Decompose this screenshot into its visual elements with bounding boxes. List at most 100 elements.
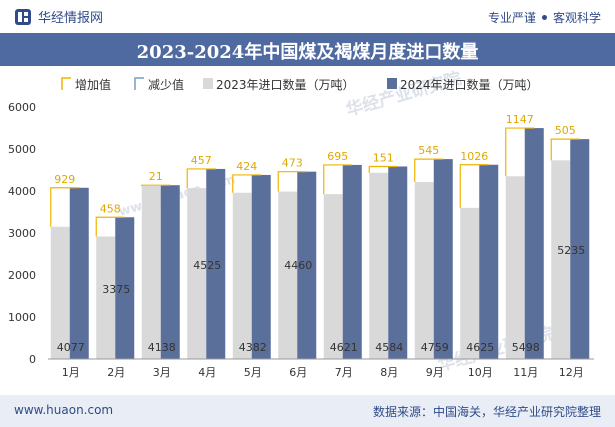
y-tick-label-5: 5000	[8, 143, 36, 156]
x-tick-label-5: 5月	[244, 366, 262, 379]
watermark-text: 华经产业研究院	[344, 68, 464, 121]
bar-2023-8	[369, 172, 389, 359]
increase-label-4: 457	[191, 154, 212, 167]
increase-bracket-4	[186, 168, 216, 189]
bar-2024-11	[524, 128, 544, 359]
value-label-2024-6: 4460	[284, 259, 312, 272]
value-label-2024-12: 5235	[557, 244, 585, 257]
increase-bracket-12	[550, 138, 580, 161]
value-label-2024-1: 4077	[57, 341, 85, 354]
bar-2023-7	[323, 194, 343, 359]
increase-label-5: 424	[236, 160, 257, 173]
bar-2024-4	[206, 168, 226, 359]
y-tick-label-4: 4000	[8, 185, 36, 198]
increase-label-7: 695	[327, 150, 348, 163]
separator-dot-icon	[541, 15, 547, 20]
increase-bracket-8	[368, 165, 398, 173]
bar-2023-12	[551, 160, 571, 359]
footer-url[interactable]: www.huaon.com	[14, 403, 114, 417]
y-tick-label-0: 0	[29, 353, 36, 366]
increase-label-6: 473	[282, 157, 303, 170]
header-tags: 专业严谨 客观科学	[488, 9, 601, 26]
increase-label-12: 505	[555, 124, 576, 137]
huajing-logo-icon	[15, 8, 31, 25]
x-tick-label-9: 9月	[426, 366, 444, 379]
value-label-2024-5: 4382	[239, 341, 267, 354]
bar-2024-5	[251, 174, 271, 359]
increase-label-3: 21	[149, 170, 163, 183]
bar-2024-6	[297, 171, 317, 359]
legend-label-1: 减少值	[148, 77, 184, 92]
legend-swatch-3	[387, 78, 397, 89]
bar-group-12: 505 5235	[550, 124, 590, 359]
bar-group-6: 473 4460	[277, 157, 317, 359]
legend-swatch-0	[61, 77, 71, 90]
increase-bracket-6	[277, 171, 307, 192]
tag-objective: 客观科学	[552, 11, 601, 25]
legend-label-0: 增加值	[75, 77, 111, 92]
bar-2023-11	[505, 176, 525, 359]
top-bar: 华经情报网 专业严谨 客观科学	[0, 0, 615, 33]
brand[interactable]: 华经情报网	[14, 7, 103, 26]
bar-group-1: 929 4077	[50, 173, 89, 359]
increase-label-8: 151	[373, 151, 394, 164]
x-tick-label-10: 10月	[468, 366, 493, 379]
increase-label-10: 1026	[460, 150, 488, 163]
increase-bracket-2	[95, 216, 125, 237]
legend: 增加值 减少值 2023年进口数量（万吨） 2024年进口数量（万吨）	[61, 77, 539, 92]
legend-item-0: 增加值	[61, 77, 111, 92]
bar-2024-3	[160, 185, 180, 359]
bar-2024-10	[479, 164, 499, 359]
increase-bracket-10	[459, 164, 489, 208]
legend-label-2: 2023年进口数量（万吨）	[216, 77, 355, 92]
x-tick-label-4: 4月	[198, 366, 216, 379]
value-label-2024-4: 4525	[193, 259, 221, 272]
value-label-2024-10: 4625	[466, 341, 494, 354]
title-bar: 2023-2024年中国煤及褐煤月度进口数量	[0, 33, 615, 66]
bar-group-5: 424 4382	[232, 160, 271, 359]
x-tick-label-1: 1月	[62, 366, 80, 379]
increase-label-2: 458	[100, 202, 121, 215]
tag-professional: 专业严谨	[487, 11, 536, 25]
bar-2024-7	[342, 164, 362, 359]
legend-item-2: 2023年进口数量（万吨）	[203, 77, 355, 92]
bar-2023-2	[96, 236, 116, 359]
footer-source: 数据来源：中国海关，华经产业研究院整理	[372, 405, 601, 419]
bar-2024-8	[388, 166, 408, 359]
chart-title: 2023-2024年中国煤及褐煤月度进口数量	[136, 42, 479, 63]
y-tick-label-1: 1000	[8, 311, 36, 324]
bar-group-8: 151 4584	[368, 151, 408, 359]
bar-group-11: 1147 5498	[505, 113, 544, 359]
increase-bracket-1	[50, 187, 80, 227]
bars: 929 4077 458 3375 21 4138 457 4525 424 4382 473 446…	[50, 113, 590, 359]
bar-2023-10	[460, 207, 480, 359]
bar-2023-4	[187, 188, 207, 359]
bar-group-2: 458 3375	[95, 202, 135, 359]
value-label-2024-7: 4621	[330, 341, 358, 354]
x-tick-label-7: 7月	[335, 366, 353, 379]
bar-2023-5	[232, 192, 252, 359]
increase-label-11: 1147	[506, 113, 534, 126]
increase-bracket-7	[323, 164, 353, 195]
bar-2024-9	[433, 159, 453, 359]
value-label-2024-8: 4584	[375, 341, 403, 354]
legend-item-1: 减少值	[134, 77, 184, 92]
y-axis: 0 1000 2000 3000 4000 5000 6000	[8, 101, 36, 366]
increase-label-1: 929	[54, 173, 75, 186]
increase-label-9: 545	[418, 144, 439, 157]
value-label-2024-2: 3375	[102, 283, 130, 296]
bar-group-4: 457 4525	[186, 154, 226, 359]
increase-bracket-9	[414, 158, 444, 183]
x-tick-label-11: 11月	[513, 366, 538, 379]
bar-2024-1	[69, 187, 89, 359]
bar-2023-1	[50, 226, 70, 359]
x-tick-label-3: 3月	[153, 366, 171, 379]
x-axis: 1月 2月 3月 4月 5月 6月 7月 8月 9月 10月 11月 12月	[48, 358, 594, 379]
y-tick-label-3: 3000	[8, 227, 36, 240]
legend-item-3: 2024年进口数量（万吨）	[387, 77, 539, 92]
legend-label-3: 2024年进口数量（万吨）	[400, 77, 539, 92]
bar-2023-3	[141, 186, 161, 359]
footer: www.huaon.com 数据来源：中国海关，华经产业研究院整理	[0, 395, 615, 427]
bar-2023-6	[278, 191, 298, 359]
increase-bracket-11	[505, 127, 535, 177]
